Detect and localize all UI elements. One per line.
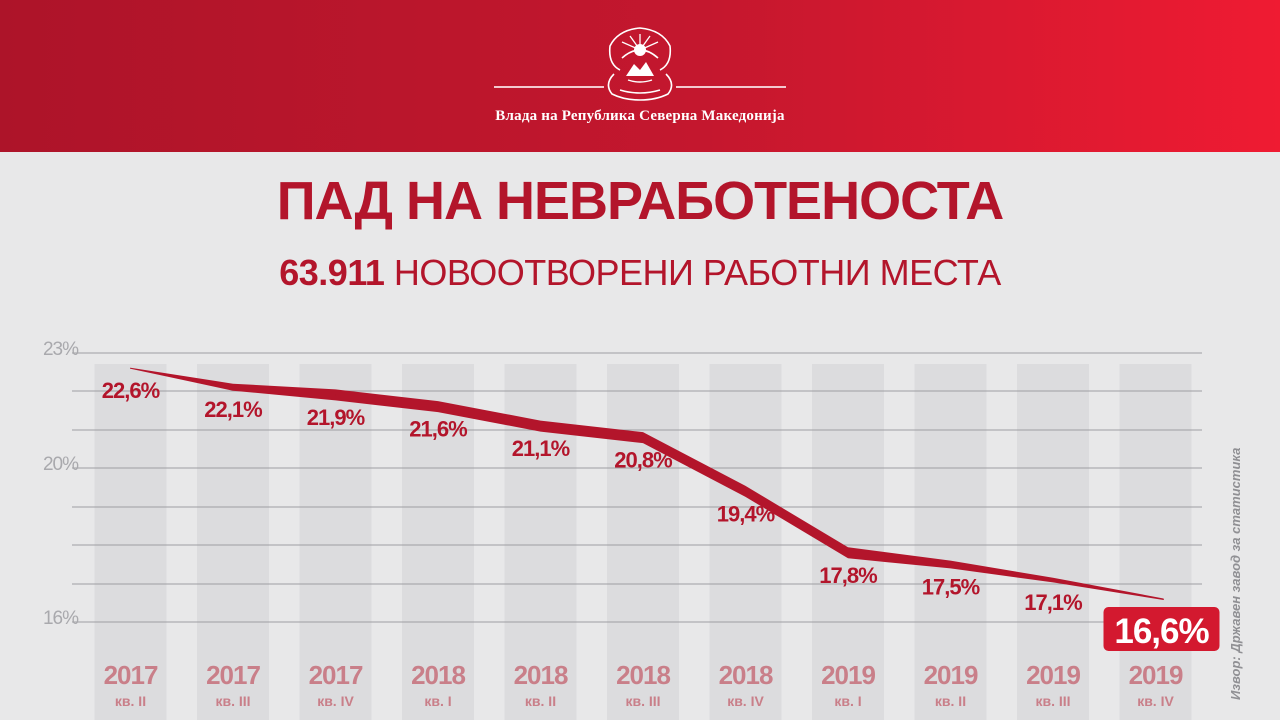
data-point xyxy=(1052,579,1054,581)
data-point xyxy=(1163,598,1164,600)
column-bg xyxy=(607,364,679,720)
column-bg xyxy=(94,364,167,720)
x-tick-year: 2019 xyxy=(1026,660,1080,690)
data-point xyxy=(950,564,951,565)
x-tick-quarter: кв. II xyxy=(115,693,146,709)
data-label: 19,4% xyxy=(717,501,775,526)
data-label: 17,8% xyxy=(819,563,877,588)
x-tick-year: 2019 xyxy=(1129,660,1183,690)
data-label: 22,6% xyxy=(102,378,160,403)
data-point xyxy=(847,552,849,554)
data-point xyxy=(335,394,336,396)
x-tick-quarter: кв. I xyxy=(424,693,451,709)
data-point xyxy=(130,367,131,369)
x-tick-year: 2018 xyxy=(616,660,670,690)
column-bg xyxy=(914,364,987,720)
government-name: Влада на Република Северна Македонија xyxy=(495,108,785,124)
x-tick-quarter: кв. IV xyxy=(1137,693,1174,709)
data-label: 21,9% xyxy=(307,405,365,430)
data-label: 17,1% xyxy=(1024,590,1082,615)
source-note: Извор: Државен завод за статистика xyxy=(1228,447,1243,700)
x-tick-quarter: кв. III xyxy=(215,693,250,709)
y-tick-label: 16% xyxy=(43,608,79,629)
x-tick-quarter: кв. II xyxy=(935,693,966,709)
column-bg xyxy=(299,364,372,720)
data-point xyxy=(745,490,746,492)
x-tick-year: 2018 xyxy=(514,660,568,690)
data-label: 17,5% xyxy=(922,575,980,600)
column-bg xyxy=(709,364,782,720)
x-tick-year: 2018 xyxy=(411,660,465,690)
column-bg xyxy=(197,364,269,720)
header-divider-right xyxy=(676,86,786,88)
highlight-badge xyxy=(1103,607,1220,651)
data-point xyxy=(540,425,541,427)
subtitle-number: 63.911 xyxy=(279,252,385,293)
column-bg xyxy=(402,364,474,720)
y-tick-label: 23% xyxy=(43,339,79,360)
data-point xyxy=(642,437,644,439)
data-point xyxy=(232,386,234,388)
y-tick-label: 20% xyxy=(43,454,79,475)
subtitle-text: НОВООТВОРЕНИ РАБОТНИ МЕСТА xyxy=(393,252,1001,293)
column-bg xyxy=(1017,364,1089,720)
coat-of-arms-icon xyxy=(607,27,673,101)
column-bg xyxy=(1119,364,1192,720)
page-subtitle: 63.911 НОВООТВОРЕНИ РАБОТНИ МЕСТА xyxy=(0,252,1280,294)
x-tick-quarter: кв. III xyxy=(1035,693,1070,709)
header-divider-left xyxy=(494,86,604,88)
page-title: ПАД НА НЕВРАБОТЕНОСТА xyxy=(276,171,1005,231)
data-label: 22,1% xyxy=(204,397,262,422)
x-tick-year: 2018 xyxy=(719,660,773,690)
x-tick-year: 2019 xyxy=(924,660,978,690)
data-point xyxy=(437,406,439,408)
data-label: 21,1% xyxy=(512,436,570,461)
header-banner: Влада на Република Северна Македонија xyxy=(0,0,1280,152)
x-tick-quarter: кв. IV xyxy=(317,693,354,709)
x-tick-quarter: кв. III xyxy=(625,693,660,709)
x-tick-year: 2017 xyxy=(206,660,260,690)
data-label: 20,8% xyxy=(614,448,672,473)
x-tick-quarter: кв. IV xyxy=(727,693,764,709)
data-label: 21,6% xyxy=(409,417,467,442)
data-label-highlight: 16,6% xyxy=(1114,612,1209,651)
x-tick-year: 2017 xyxy=(104,660,158,690)
x-tick-year: 2017 xyxy=(309,660,363,690)
x-tick-year: 2019 xyxy=(821,660,875,690)
x-tick-quarter: кв. II xyxy=(525,693,556,709)
x-tick-quarter: кв. I xyxy=(834,693,861,709)
